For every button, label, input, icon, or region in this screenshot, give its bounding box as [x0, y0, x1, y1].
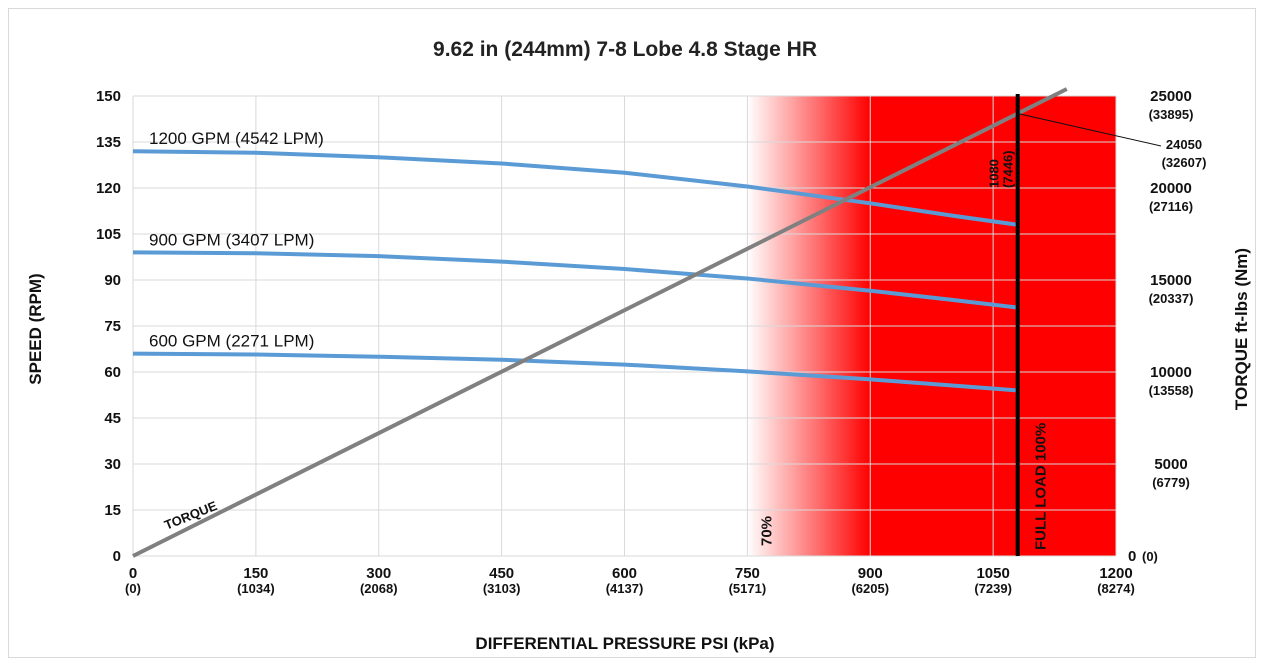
x-tick-label: 750 — [735, 565, 760, 582]
y-tick-label: 105 — [96, 226, 121, 243]
y2-tick-label: 15000 — [1150, 272, 1192, 289]
series-line-0 — [132, 149, 1018, 227]
full-load-psi-label: 1080 — [987, 159, 1002, 188]
max-torque-nm-label: (32607) — [1162, 155, 1207, 170]
zone-label-70: 70% — [758, 516, 775, 546]
series-label-0: 1200 GPM (4542 LPM) — [149, 129, 324, 148]
y-tick-label: 30 — [104, 456, 121, 473]
x-tick-sublabel: (1034) — [237, 581, 275, 596]
x-tick-sublabel: (8274) — [1097, 581, 1135, 596]
max-torque-leader — [1017, 112, 1162, 147]
series-line-2 — [132, 351, 1018, 393]
chart-svg: 9.62 in (244mm) 7-8 Lobe 4.8 Stage HR 01… — [26, 38, 1251, 653]
x-tick-sublabel: (6205) — [851, 581, 889, 596]
y2-tick-sublabel: (33895) — [1149, 107, 1194, 122]
y2-tick-label: 10000 — [1150, 364, 1192, 381]
y-tick-label: 135 — [96, 134, 121, 151]
y-tick-label: 90 — [104, 272, 121, 289]
series-line-3 — [132, 87, 1068, 558]
x-tick-label: 600 — [612, 565, 637, 582]
y-tick-label: 120 — [96, 180, 121, 197]
y2-tick-sublabel: (27116) — [1149, 199, 1193, 214]
series-line-1 — [132, 250, 1018, 310]
x-tick-sublabel: (2068) — [360, 581, 398, 596]
x-tick-sublabel: (0) — [125, 581, 141, 596]
max-torque-label: 24050 — [1166, 137, 1202, 152]
x-tick-label: 0 — [129, 565, 137, 582]
series-lines — [132, 87, 1068, 558]
x-tick-label: 450 — [489, 565, 514, 582]
x-tick-sublabel: (7239) — [974, 581, 1012, 596]
chart-title: 9.62 in (244mm) 7-8 Lobe 4.8 Stage HR — [433, 38, 817, 61]
y-tick-label: 60 — [104, 364, 121, 381]
x-tick-sublabel: (5171) — [729, 581, 767, 596]
y2-tick-sublabel: (13558) — [1149, 383, 1194, 398]
y2-tick-label: 0 — [1128, 548, 1136, 565]
y-tick-label: 0 — [113, 548, 121, 565]
y2-axis-title: TORQUE ft-lbs (Nm) — [1232, 248, 1251, 410]
full-load-kpa-label: (7446) — [1001, 150, 1016, 188]
series-label-1: 900 GPM (3407 LPM) — [149, 230, 314, 249]
x-tick-label: 300 — [366, 565, 391, 582]
x-tick-label: 150 — [243, 565, 268, 582]
y2-tick-label: 25000 — [1150, 88, 1192, 105]
y2-tick-sublabel: (6779) — [1152, 475, 1190, 490]
x-tick-label: 1200 — [1099, 565, 1132, 582]
y2-tick-sublabel: (20337) — [1149, 291, 1194, 306]
y2-tick-sublabel: (0) — [1142, 549, 1158, 564]
y2-tick-label: 5000 — [1154, 456, 1187, 473]
x-tick-sublabel: (4137) — [606, 581, 644, 596]
x-axis-title: DIFFERENTIAL PRESSURE PSI (kPa) — [475, 634, 774, 653]
series-label-2: 600 GPM (2271 LPM) — [149, 332, 314, 351]
y2-tick-label: 20000 — [1150, 180, 1192, 197]
x-tick-label: 900 — [858, 565, 883, 582]
y-tick-label: 150 — [96, 88, 121, 105]
grid — [132, 95, 1117, 557]
y-tick-label: 45 — [104, 410, 121, 427]
tick-labels: 01530456075901051201351500(0)150(1034)30… — [96, 88, 1193, 596]
zone-label-full-load: FULL LOAD 100% — [1033, 423, 1050, 550]
x-tick-sublabel: (3103) — [483, 581, 521, 596]
y-tick-label: 75 — [104, 318, 121, 335]
y-tick-label: 15 — [104, 502, 121, 519]
y-axis-title: SPEED (RPM) — [26, 273, 45, 384]
x-tick-label: 1050 — [976, 565, 1009, 582]
